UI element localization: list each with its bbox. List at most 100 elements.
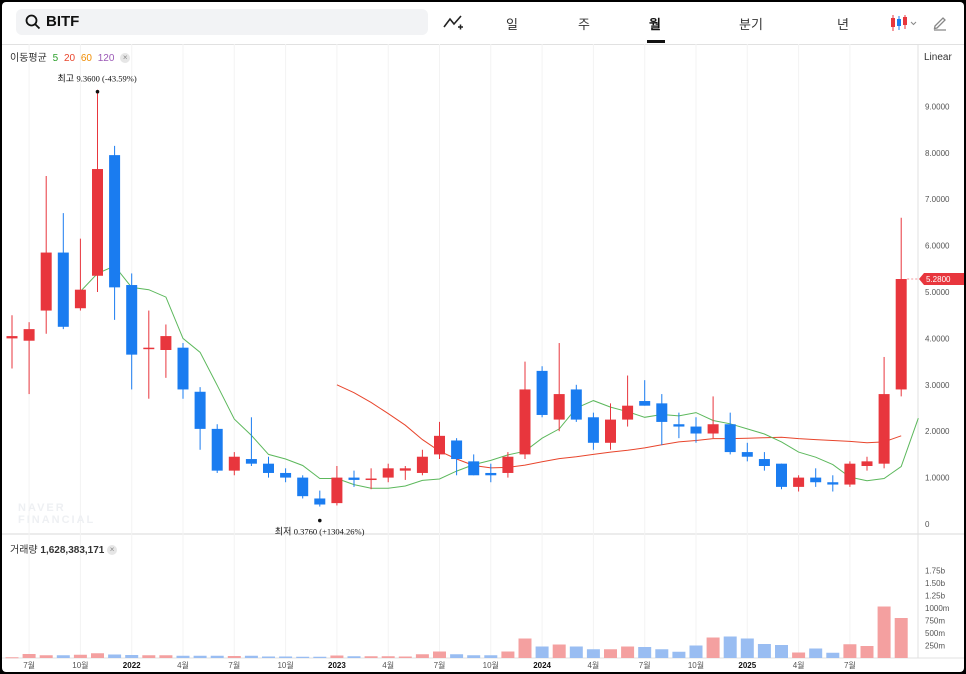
moving-average-legend[interactable]: 이동평균 5 20 60 120 × <box>10 49 133 64</box>
candle-body <box>348 477 360 480</box>
candle-body <box>741 452 753 457</box>
close-icon[interactable]: × <box>107 545 118 556</box>
active-tab-indicator <box>647 40 665 43</box>
volume-bar <box>39 655 53 658</box>
x-axis-label: 2022 <box>123 661 141 670</box>
volume-bar <box>809 648 823 658</box>
x-axis-label: 7월 <box>639 660 651 670</box>
candle-body <box>878 394 890 464</box>
candle-body <box>690 426 702 434</box>
period-tab-month[interactable]: 월 <box>649 17 661 32</box>
pencil-icon[interactable] <box>932 13 948 31</box>
volume-bar <box>757 644 771 658</box>
candle-body <box>297 477 309 497</box>
candle-body <box>40 252 52 311</box>
close-icon[interactable]: × <box>120 53 131 64</box>
symbol-search-box[interactable]: BITF <box>16 9 428 35</box>
volume-bar <box>552 644 566 658</box>
volume-tick-label: 1.50b <box>925 579 946 588</box>
volume-tick-label: 250m <box>925 642 945 651</box>
candle-body <box>485 472 497 476</box>
price-tick-label: 7.0000 <box>925 195 950 204</box>
volume-bar <box>860 646 874 658</box>
volume-bar <box>586 649 600 658</box>
x-axis-label: 10월 <box>72 660 88 670</box>
high-value: 9.3600 (-43.59%) <box>77 74 137 84</box>
x-axis-label: 4월 <box>793 660 805 670</box>
candle-body <box>810 477 822 483</box>
volume-bar <box>518 638 532 658</box>
price-tick-label: 3.0000 <box>925 381 950 390</box>
candle-body <box>92 169 103 276</box>
volume-bar <box>775 645 788 658</box>
candle-body <box>605 419 616 443</box>
watermark-line2: FINANCIAL <box>18 514 96 526</box>
volume-tick-label: 1000m <box>925 604 950 613</box>
candle-body <box>365 478 377 481</box>
x-axis-label: 4월 <box>587 660 599 670</box>
volume-bar <box>501 651 515 658</box>
last-price-tag <box>919 273 964 286</box>
volume-tick-label: 750m <box>925 617 945 626</box>
candle-body <box>827 482 839 485</box>
volume-bar <box>826 652 840 658</box>
x-axis-label: 7월 <box>434 660 446 670</box>
period-tab-quarter[interactable]: 분기 <box>739 17 763 32</box>
low-marker <box>318 518 322 523</box>
low-label: 최저 <box>275 527 292 537</box>
volume-bar <box>569 646 583 658</box>
period-tab-day[interactable]: 일 <box>506 17 518 32</box>
candle-body <box>519 389 531 455</box>
high-label: 최고 <box>58 74 75 84</box>
volume-bar <box>56 655 70 658</box>
candle-body <box>23 329 35 341</box>
volume-bar <box>176 655 190 658</box>
ma5-line <box>80 265 919 489</box>
x-axis-label: 2024 <box>533 661 551 670</box>
ma-legend-title: 이동평균 <box>10 53 47 64</box>
volume-legend-title: 거래량 <box>10 545 38 556</box>
ma-legend-20: 20 <box>63 53 76 64</box>
candle-body <box>228 456 240 471</box>
period-tab-year[interactable]: 년 <box>837 17 849 32</box>
x-axis-label: 10월 <box>483 660 499 670</box>
volume-bar <box>535 646 549 658</box>
candle-body <box>639 401 651 406</box>
volume-bar <box>604 649 617 658</box>
chart-toolbar: BITF 일 주 월 분기 년 <box>2 2 964 45</box>
candle-body <box>622 405 634 420</box>
volume-bar <box>5 657 19 659</box>
period-tab-week[interactable]: 주 <box>578 17 590 32</box>
volume-bar <box>125 655 139 658</box>
volume-bar <box>142 655 156 658</box>
ma20-line <box>336 384 902 469</box>
candle-body <box>673 424 685 427</box>
volume-bar <box>381 656 395 658</box>
candle-body <box>211 428 223 471</box>
x-axis-label: 7월 <box>844 660 856 670</box>
candle-body <box>160 336 172 350</box>
volume-legend[interactable]: 거래량 1,628,383,171 × <box>10 541 118 556</box>
drawing-tool-icon[interactable] <box>442 12 464 32</box>
candle-body <box>399 468 411 471</box>
candle-body <box>844 463 856 485</box>
candle-body <box>434 435 445 455</box>
candle-body <box>126 285 138 355</box>
symbol-text[interactable]: BITF <box>46 13 80 30</box>
candle-body <box>536 370 548 415</box>
candlestick-type-icon[interactable] <box>888 13 918 33</box>
candle-body <box>861 461 873 466</box>
price-tick-label: 6.0000 <box>925 242 950 251</box>
x-axis-label: 4월 <box>382 660 394 670</box>
x-axis-label: 4월 <box>177 660 189 670</box>
candle-body <box>263 463 274 473</box>
candle-body <box>331 477 343 504</box>
candle-body <box>177 347 189 390</box>
x-axis-label: 7월 <box>23 660 35 670</box>
volume-bar <box>621 646 635 658</box>
volume-bar <box>894 618 908 658</box>
candle-body <box>280 472 292 478</box>
scale-mode-selector[interactable]: Linear <box>924 52 952 63</box>
search-icon[interactable] <box>25 14 41 30</box>
